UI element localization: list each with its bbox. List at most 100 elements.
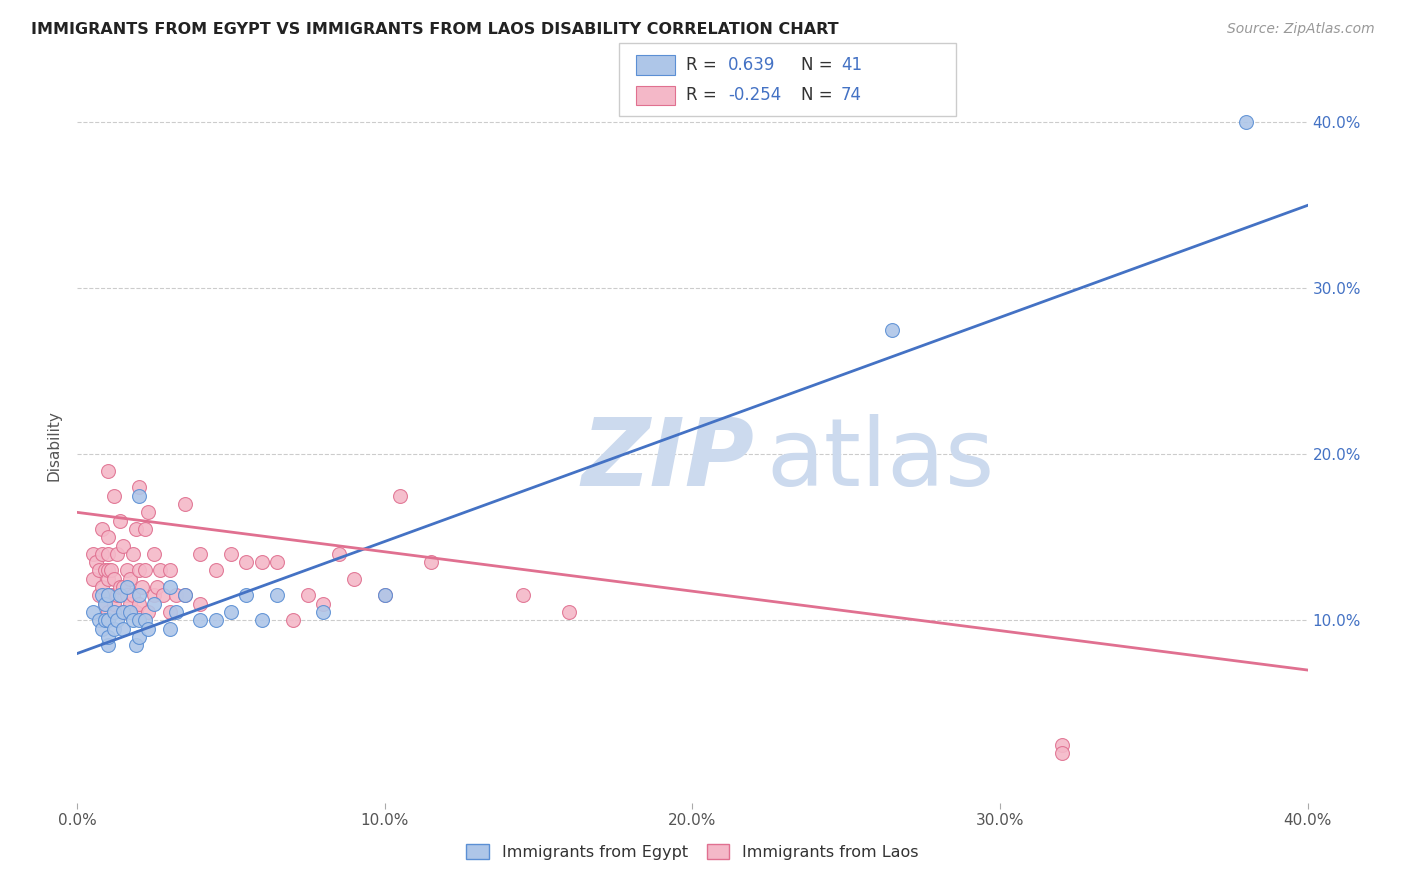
Point	[82, 572, 104, 586]
Point	[103, 489, 125, 503]
Point	[90, 580, 114, 594]
Point	[266, 588, 288, 602]
Point	[97, 588, 120, 602]
Point	[105, 588, 128, 602]
Point	[97, 464, 120, 478]
Point	[389, 489, 412, 503]
Point	[159, 580, 181, 594]
Point	[1050, 738, 1073, 752]
Point	[204, 613, 226, 627]
Point	[97, 572, 120, 586]
Point	[115, 580, 138, 594]
Point	[103, 572, 125, 586]
Point	[136, 622, 159, 636]
Point	[125, 638, 148, 652]
Point	[97, 588, 120, 602]
Point	[103, 622, 125, 636]
Point	[112, 622, 135, 636]
Point	[219, 605, 242, 619]
Point	[136, 505, 159, 519]
Point	[103, 597, 125, 611]
Point	[328, 547, 350, 561]
Point	[128, 597, 150, 611]
Point	[312, 597, 335, 611]
Point	[94, 597, 117, 611]
Point	[312, 605, 335, 619]
Point	[1234, 115, 1257, 129]
Point	[165, 605, 187, 619]
Point	[115, 588, 138, 602]
Point	[105, 547, 128, 561]
Point	[97, 547, 120, 561]
Point	[97, 530, 120, 544]
Point	[87, 613, 110, 627]
Point	[143, 588, 166, 602]
Point	[281, 613, 304, 627]
Point	[188, 597, 212, 611]
Point	[121, 588, 143, 602]
Text: 0.639: 0.639	[728, 56, 776, 74]
Point	[159, 605, 181, 619]
Point	[97, 638, 120, 652]
Point	[128, 481, 150, 495]
Point	[149, 564, 172, 578]
Text: R =: R =	[686, 56, 723, 74]
Point	[882, 323, 904, 337]
Point	[143, 547, 166, 561]
Point	[100, 564, 122, 578]
Point	[112, 539, 135, 553]
Point	[159, 622, 181, 636]
Point	[134, 613, 156, 627]
Point	[115, 564, 138, 578]
Point	[250, 555, 273, 569]
Point	[374, 588, 396, 602]
Point	[121, 547, 143, 561]
Point	[131, 580, 153, 594]
Text: 41: 41	[841, 56, 862, 74]
Point	[512, 588, 534, 602]
Point	[134, 564, 156, 578]
Point	[1050, 746, 1073, 760]
Point	[110, 580, 132, 594]
Point	[90, 547, 114, 561]
Text: Source: ZipAtlas.com: Source: ZipAtlas.com	[1227, 22, 1375, 37]
Point	[82, 605, 104, 619]
Text: N =: N =	[801, 87, 838, 104]
Point	[112, 605, 135, 619]
Point	[105, 613, 128, 627]
Point	[97, 605, 120, 619]
Point	[159, 564, 181, 578]
Text: IMMIGRANTS FROM EGYPT VS IMMIGRANTS FROM LAOS DISABILITY CORRELATION CHART: IMMIGRANTS FROM EGYPT VS IMMIGRANTS FROM…	[31, 22, 838, 37]
Text: 74: 74	[841, 87, 862, 104]
Point	[558, 605, 581, 619]
Point	[125, 522, 148, 536]
Point	[128, 564, 150, 578]
Point	[188, 547, 212, 561]
Point	[100, 588, 122, 602]
Point	[82, 547, 104, 561]
Point	[146, 580, 169, 594]
Point	[128, 630, 150, 644]
Point	[110, 514, 132, 528]
Point	[118, 572, 141, 586]
Point	[128, 489, 150, 503]
Point	[118, 605, 141, 619]
Text: ZIP: ZIP	[581, 414, 754, 507]
Point	[97, 564, 120, 578]
Point	[374, 588, 396, 602]
Point	[94, 597, 117, 611]
Point	[110, 588, 132, 602]
Point	[97, 613, 120, 627]
Point	[266, 555, 288, 569]
Point	[112, 605, 135, 619]
Point	[343, 572, 366, 586]
Point	[84, 555, 107, 569]
Point	[165, 588, 187, 602]
Point	[121, 613, 143, 627]
Point	[219, 547, 242, 561]
Point	[250, 613, 273, 627]
Point	[134, 522, 156, 536]
Point	[90, 588, 114, 602]
Point	[112, 580, 135, 594]
Point	[235, 555, 257, 569]
